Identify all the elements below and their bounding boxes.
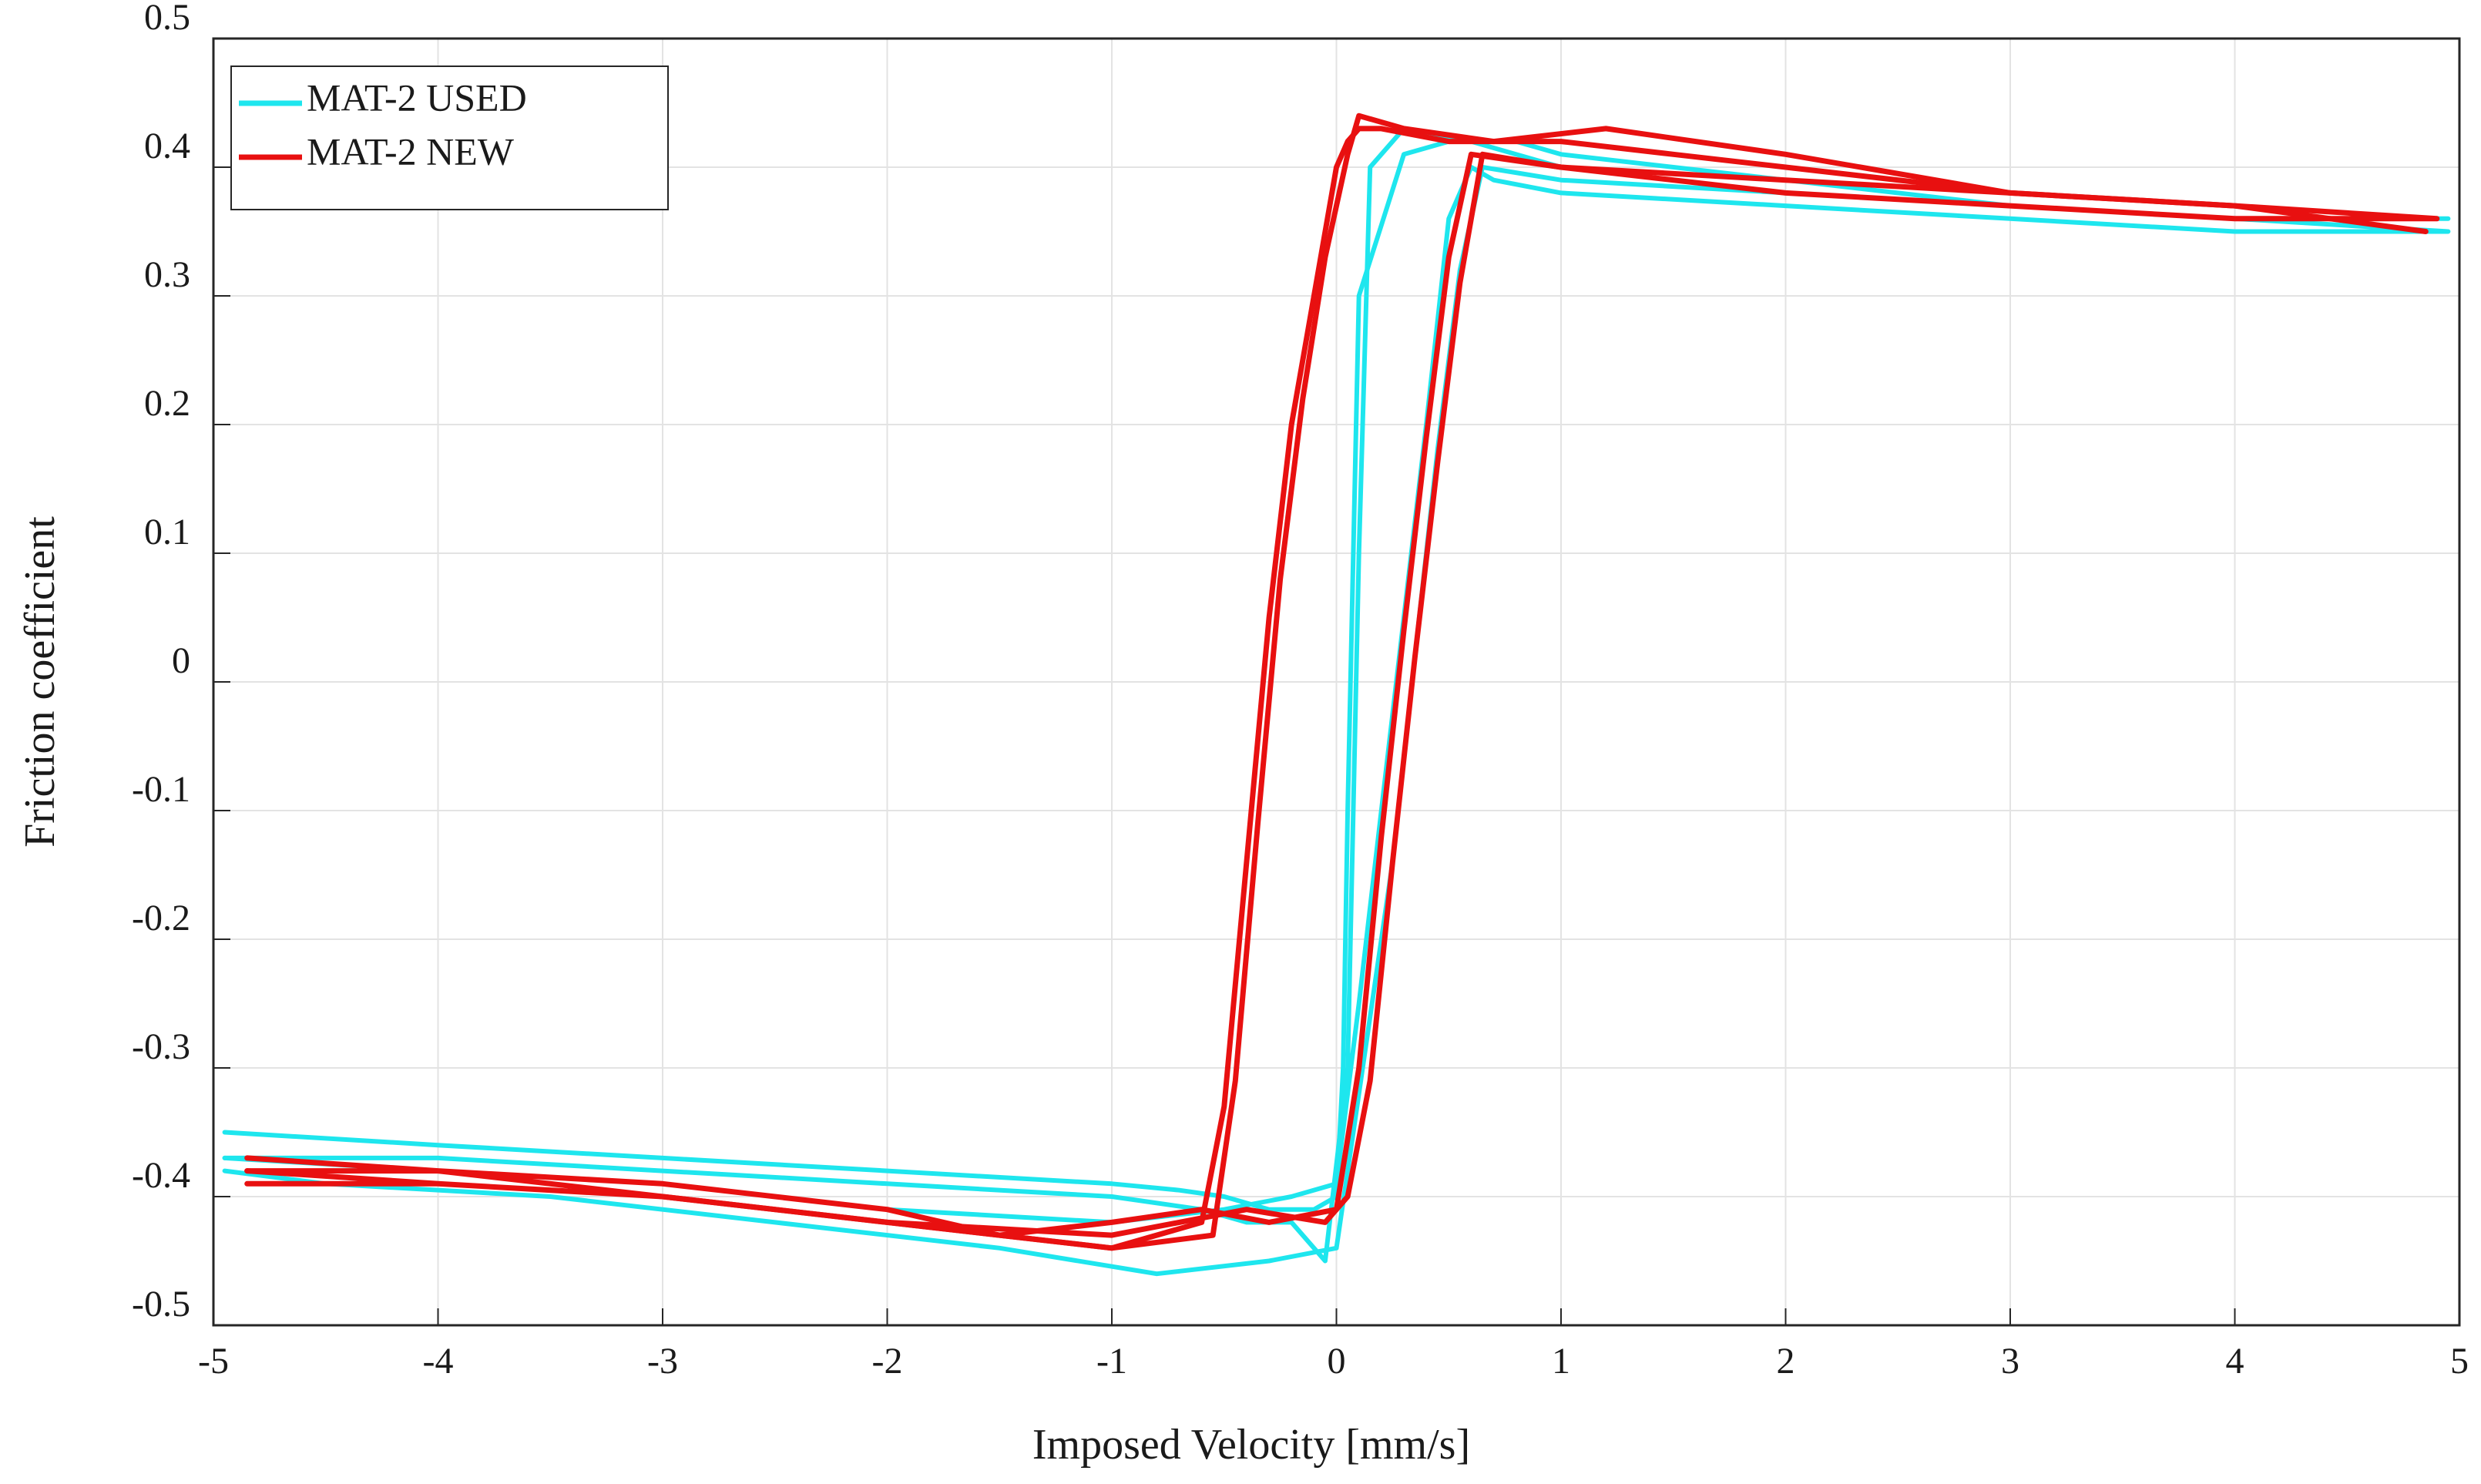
legend-box — [230, 65, 669, 210]
legend: MAT-2 USED MAT-2 NEW — [230, 65, 669, 210]
x-tick-label: -5 — [198, 1341, 229, 1382]
series-line-cycle-2 — [244, 112, 2429, 1251]
y-tick-label: -0.2 — [132, 898, 190, 938]
x-tick-label: 4 — [2226, 1341, 2244, 1382]
legend-label-used: MAT-2 USED — [307, 76, 527, 119]
y-axis-label: Friction coefficient — [16, 516, 64, 848]
y-tick-label: 0.2 — [144, 383, 190, 424]
y-tick-label: 0 — [172, 640, 190, 681]
series-mat-2-used — [222, 126, 2451, 1277]
y-tick-label: 0.1 — [144, 512, 190, 552]
x-tick-label: 0 — [1328, 1341, 1346, 1382]
series-mat-2-new — [244, 112, 2440, 1251]
x-tick-label: -1 — [1096, 1341, 1127, 1382]
y-tick-label: 0.3 — [144, 254, 190, 295]
x-tick-label: 1 — [1552, 1341, 1570, 1382]
y-tick-label: -0.5 — [132, 1284, 190, 1325]
legend-label-new: MAT-2 NEW — [307, 129, 515, 173]
y-tick-label: -0.4 — [132, 1155, 190, 1196]
series-layer — [222, 112, 2451, 1277]
x-tick-label: 2 — [1777, 1341, 1795, 1382]
x-tick-label: -2 — [872, 1341, 903, 1382]
x-tick-label: 5 — [2450, 1341, 2469, 1382]
y-tick-label: 0.4 — [144, 126, 190, 166]
x-tick-label: 3 — [2001, 1341, 2019, 1382]
y-tick-label: -0.3 — [132, 1026, 190, 1067]
x-tick-label: -4 — [423, 1341, 454, 1382]
x-tick-label: -3 — [647, 1341, 678, 1382]
series-line-cycle-2 — [222, 126, 2451, 1277]
y-tick-label: 0.5 — [144, 0, 190, 38]
ticks: -5 -4 -3 -2 -1 0 1 2 3 4 5 -0.5 -0.4 -0.3 -0.2 -0.1 0 0.1… — [132, 0, 2469, 1382]
x-axis-label: Imposed Velocity [mm/s] — [1032, 1421, 1470, 1469]
series-line-cycle-1 — [222, 139, 2451, 1225]
y-tick-label: -0.1 — [132, 769, 190, 810]
